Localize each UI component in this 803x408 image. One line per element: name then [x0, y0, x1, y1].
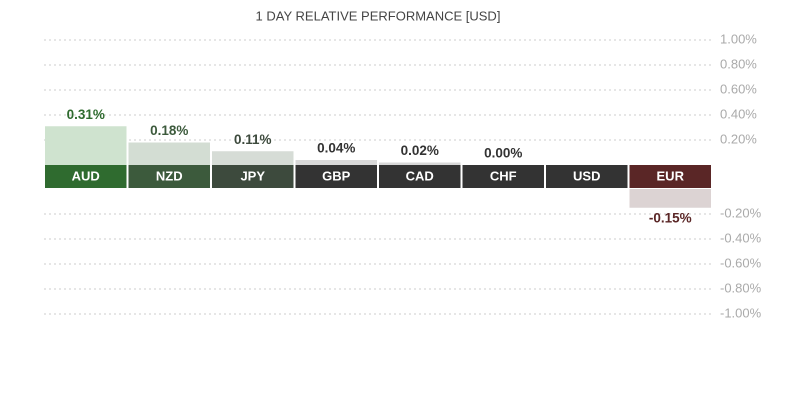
category-band — [45, 165, 127, 188]
category-label: CAD — [406, 168, 434, 183]
y-tick-label: -0.40% — [720, 230, 762, 245]
category-band — [212, 165, 294, 188]
category-band — [295, 165, 377, 188]
category-band — [128, 165, 210, 188]
y-tick-label: 0.80% — [720, 56, 757, 71]
bar — [629, 189, 711, 208]
value-label: 0.18% — [150, 123, 188, 138]
value-label: 0.31% — [67, 107, 105, 122]
value-label: -0.15% — [649, 210, 692, 225]
y-tick-label: 0.20% — [720, 131, 757, 146]
bar — [128, 142, 210, 165]
category-band — [462, 165, 544, 188]
value-label: 0.02% — [401, 143, 439, 158]
category-label: EUR — [657, 168, 685, 183]
category-label: GBP — [322, 168, 351, 183]
value-label: 0.00% — [484, 146, 522, 161]
y-tick-label: 1.00% — [720, 31, 757, 46]
y-tick-label: -0.80% — [720, 280, 762, 295]
category-label: JPY — [240, 168, 265, 183]
value-label: 0.11% — [234, 132, 272, 147]
y-tick-label: -1.00% — [720, 305, 762, 320]
y-tick-label: -0.60% — [720, 255, 762, 270]
value-label: 0.04% — [317, 141, 355, 156]
chart-title: 1 DAY RELATIVE PERFORMANCE [USD] — [256, 8, 501, 23]
category-label: CHF — [490, 168, 517, 183]
bar — [212, 151, 294, 165]
category-band — [546, 165, 628, 188]
category-band — [629, 165, 711, 188]
y-tick-label: 0.40% — [720, 106, 757, 121]
category-band — [379, 165, 461, 188]
y-tick-label: -0.20% — [720, 205, 762, 220]
category-label: AUD — [72, 168, 100, 183]
bar — [45, 126, 127, 165]
y-tick-label: 0.60% — [720, 81, 757, 96]
category-label: USD — [573, 168, 600, 183]
bar — [379, 162, 461, 165]
category-label: NZD — [156, 168, 183, 183]
bar — [295, 160, 377, 165]
